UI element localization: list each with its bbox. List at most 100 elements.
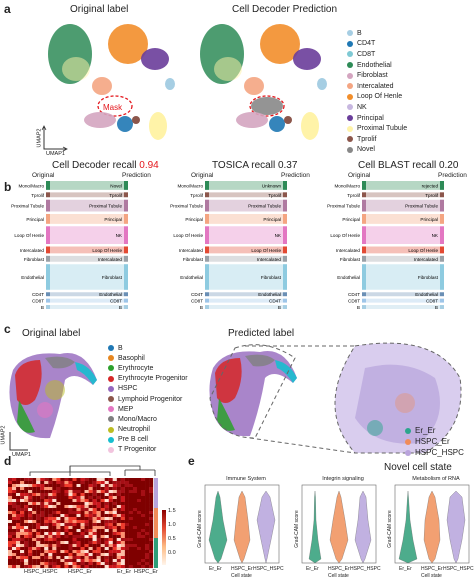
heatmap-cell: [68, 511, 73, 515]
heatmap-cell: [8, 547, 13, 551]
heatmap-cell: [136, 553, 142, 557]
heatmap-cell: [108, 544, 113, 548]
heatmap-cell: [88, 544, 93, 548]
heatmap-cell: [108, 562, 113, 566]
heatmap-cell: [56, 547, 61, 551]
heatmap-cell: [112, 502, 117, 506]
sankey-label-right: Endothelial: [99, 292, 122, 297]
violin-group-label: HSPC_HSPC: [350, 566, 381, 572]
heatmap-cell: [20, 508, 25, 512]
heatmap-cell: [44, 550, 49, 554]
heatmap-cell: [112, 526, 117, 530]
sankey-label-right: Proximal Tubule: [405, 204, 438, 209]
heatmap-cell: [100, 514, 105, 518]
heatmap-cell: [120, 535, 125, 539]
heatmap-cell: [52, 493, 57, 497]
heatmap-cell: [8, 505, 13, 509]
heatmap-cell: [76, 529, 81, 533]
heatmap-cell: [120, 484, 125, 488]
panel-a-left-title: Original label: [70, 4, 129, 15]
heatmap-cell: [60, 550, 65, 554]
heatmap-cell: [92, 535, 97, 539]
heatmap-cell: [80, 505, 85, 509]
sankey-node-right: [283, 255, 287, 262]
heatmap-cell: [56, 502, 61, 506]
heatmap-cell: [104, 535, 109, 539]
heatmap-cell: [16, 526, 21, 530]
heatmap-cell: [68, 502, 73, 506]
sankey-node-left: [46, 305, 50, 309]
heatmap-cell: [96, 496, 101, 500]
heatmap-cell: [124, 484, 129, 488]
legend-a-item: Loop Of Henle: [347, 92, 407, 103]
sankey-node-right: [124, 264, 128, 290]
heatmap-cell: [145, 484, 150, 488]
heatmap-cell: [88, 529, 93, 533]
heatmap-cell: [84, 496, 89, 500]
heatmap-cell: [96, 502, 101, 506]
heatmap-cell: [28, 529, 33, 533]
legend-swatch: [108, 396, 114, 403]
heatmap-cell: [24, 538, 29, 542]
heatmap-cell: [92, 496, 97, 500]
heatmap-cell: [108, 526, 113, 530]
heatmap-cell: [145, 517, 150, 521]
heatmap-cell: [28, 493, 33, 497]
heatmap-cell: [36, 508, 41, 512]
heatmap-cell: [56, 535, 61, 539]
heatmap-cell: [104, 526, 109, 530]
heatmap-cell: [16, 532, 21, 536]
heatmap-cell: [48, 562, 53, 566]
heatmap-cell: [88, 511, 93, 515]
heatmap-cell: [80, 514, 85, 518]
heatmap-cell: [20, 559, 25, 563]
heatmap-cell: [104, 496, 109, 500]
heatmap-cell: [40, 535, 45, 539]
heatmap-cell: [100, 526, 105, 530]
heatmap-cell: [96, 532, 101, 536]
heatmap-cell: [96, 529, 101, 533]
panel-d-heatmap: [8, 478, 154, 569]
heatmap-cell: [48, 508, 53, 512]
heatmap-cell: [128, 538, 133, 542]
heatmap-cell: [149, 484, 154, 488]
heatmap-cell: [64, 541, 69, 545]
heatmap-cell: [100, 520, 105, 524]
heatmap-cell: [96, 478, 101, 482]
heatmap-cell: [120, 559, 125, 563]
heatmap-cell: [136, 508, 142, 512]
heatmap-cell: [88, 526, 93, 530]
heatmap-cell: [40, 505, 45, 509]
sankey-flow: [366, 181, 440, 190]
heatmap-cell: [52, 490, 57, 494]
heatmap-cell: [124, 493, 129, 497]
panel-c-axis-x: UMAP1: [12, 452, 31, 458]
heatmap-cell: [100, 523, 105, 527]
heatmap-cell: [108, 541, 113, 545]
heatmap-cell: [44, 502, 49, 506]
heatmap-cell: [64, 490, 69, 494]
heatmap-cell: [128, 490, 133, 494]
heatmap-cell: [20, 499, 25, 503]
heatmap-cell: [136, 550, 142, 554]
heatmap-cell: [60, 544, 65, 548]
heatmap-cell: [24, 547, 29, 551]
heatmap-cell: [56, 556, 61, 560]
sankey-label-left: CD8T: [348, 299, 360, 304]
heatmap-cell: [92, 562, 97, 566]
heatmap-cell: [64, 523, 69, 527]
heatmap-cell: [132, 493, 138, 497]
heatmap-cell: [128, 484, 133, 488]
panel-c-legend: B Basophil Erythrocyte Erythrocyte Progenit…: [108, 343, 188, 455]
heatmap-cell: [104, 514, 109, 518]
heatmap-cell: [16, 505, 21, 509]
heatmap-cell: [128, 541, 133, 545]
heatmap-cell: [104, 487, 109, 491]
legend-c-item: Neutrophil: [108, 425, 188, 435]
sankey-flow: [366, 255, 440, 262]
sankey-prediction-header: Prediction: [281, 172, 310, 179]
heatmap-cell: [36, 520, 41, 524]
heatmap-cell: [36, 547, 41, 551]
heatmap-cell: [88, 484, 93, 488]
legend-text: B: [118, 344, 123, 352]
